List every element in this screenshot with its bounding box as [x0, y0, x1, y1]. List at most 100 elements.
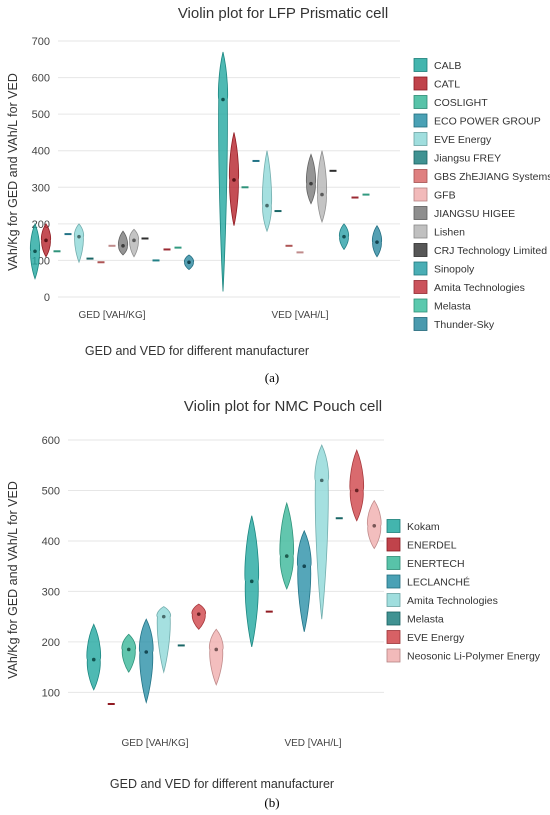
violin-neosonic-li-polymer-energy-ged [208, 628, 224, 686]
violin-median [121, 244, 125, 248]
legend-label-sinopoly: Sinopoly [434, 264, 475, 276]
violin-jiangsu-higee-ged [117, 230, 129, 256]
grid-b [68, 439, 384, 693]
legend-label-calb: CALB [434, 60, 461, 72]
legend-label-jiangsu-frey: Jiangsu FREY [434, 153, 501, 165]
legend-label-crj-technology-limited: CRJ Technology Limited [434, 245, 547, 257]
legend-swatch-leclanche [386, 574, 401, 589]
legend-swatch-melasta [386, 611, 401, 626]
legend-swatch-sinopoly [413, 261, 428, 276]
legend-swatch-melasta [413, 298, 428, 313]
violin-median [221, 97, 225, 102]
chart-title-a: Violin plot for LFP Prismatic cell [178, 5, 388, 22]
legend-label-neosonic-li-polymer-energy: Neosonic Li-Polymer Energy [407, 651, 541, 663]
legend-swatch-neosonic-li-polymer-energy [386, 648, 401, 663]
legend-swatch-gfb [413, 187, 428, 202]
violin-kokam-ged [86, 623, 102, 691]
violin-median [33, 249, 37, 254]
y-tick-label: 300 [42, 586, 60, 598]
violin-median [214, 647, 219, 652]
violins-b [86, 444, 382, 705]
x-tick-label: VED [VAH/L] [284, 738, 341, 749]
y-tick-label: 200 [42, 637, 60, 649]
legend-label-gbs-zhejiang-systems: GBS ZhEJIANG Systems [434, 171, 550, 183]
legend-swatch-enertech [386, 556, 401, 570]
y-tick-label: 100 [42, 687, 60, 699]
y-tick-label: 600 [42, 435, 60, 447]
violin-median [354, 488, 359, 493]
violin-median [309, 181, 313, 186]
y-tick-label: 600 [32, 73, 50, 85]
legend-b: Kokam ENERDEL ENERTECH LECLANCHÉ Amita Techn… [386, 519, 541, 663]
legend-swatch-eco-power-group [413, 113, 428, 128]
violin-amita-technologies-ved [314, 444, 330, 620]
violin-leclanche-ged [138, 618, 154, 704]
legend-label-catl: CATL [434, 79, 460, 91]
violin-median [91, 657, 96, 662]
violin-median [126, 647, 131, 652]
violin-median [249, 579, 254, 584]
legend-swatch-gbs-zhejiang-systems [413, 169, 428, 183]
x-axis-label-a: GED and VED for different manufacturer [85, 344, 309, 358]
y-tick-label: 400 [42, 536, 60, 548]
violin-median [187, 260, 191, 265]
violin-median [77, 234, 81, 239]
violin-calb-ved [217, 51, 229, 292]
violin-median [320, 192, 324, 197]
violin-eve-energy-ged [73, 223, 85, 264]
legend-label-thunder-sky: Thunder-Sky [434, 319, 495, 331]
legend-label-enerdel: ENERDEL [407, 540, 457, 552]
legend-label-coslight: COSLIGHT [434, 97, 488, 109]
violin-median [372, 524, 377, 528]
legend-label-jiangsu-higee: JIANGSU HIGEE [434, 208, 515, 220]
x-ticks-b: GED [VAH/KG] VED [VAH/L] [121, 738, 341, 749]
violin-median [302, 564, 307, 568]
violin-leclanche-ved [296, 529, 312, 632]
x-tick-label: GED [VAH/KG] [78, 310, 145, 321]
legend-swatch-enerdel [386, 537, 401, 552]
legend-label-lishen: Lishen [434, 227, 465, 239]
grid-a [58, 40, 400, 298]
violin-median [196, 612, 201, 616]
violin-median [232, 178, 236, 182]
violin-median [319, 478, 324, 483]
legend-swatch-amita-technologies [413, 280, 428, 294]
legend-swatch-catl [413, 76, 428, 91]
y-axis-label-a: VAh/Kg for GED and VAh/L for VED [6, 73, 20, 271]
legend-swatch-lishen [413, 224, 428, 239]
legend-label-kokam: Kokam [407, 521, 440, 533]
violin-eve-energy-ved [261, 150, 273, 233]
legend-swatch-calb [413, 58, 428, 72]
violin-amita-technologies-ged [156, 606, 172, 674]
legend-swatch-eve-energy [413, 132, 428, 146]
legend-swatch-crj-technology-limited [413, 243, 428, 257]
legend-swatch-jiangsu-higee [413, 206, 428, 220]
violin-median [132, 238, 136, 243]
y-axis-label-b: VAh/Kg for GED and VAh/L for VED [6, 481, 20, 679]
y-tick-label: 700 [32, 36, 50, 48]
legend-label-enertech: ENERTECH [407, 558, 465, 570]
panel-b: Violin plot for NMC Pouch cell VAh/Kg fo… [6, 398, 541, 810]
legend-swatch-jiangsu-frey [413, 150, 428, 165]
violin-enertech-ved [279, 501, 295, 590]
violin-median [144, 650, 149, 654]
violin-eve-energy-ged [191, 603, 207, 630]
x-tick-label: VED [VAH/L] [271, 310, 328, 321]
panel-a: Violin plot for LFP Prismatic cell VAh/K… [6, 5, 550, 385]
x-tick-label: GED [VAH/KG] [121, 738, 188, 749]
panel-label-b: (b) [264, 795, 279, 810]
legend-label-eve-energy: EVE Energy [407, 632, 465, 644]
violin-median [265, 203, 269, 208]
legend-label-amita-technologies: Amita Technologies [434, 282, 525, 294]
legend-label-melasta: Melasta [434, 301, 471, 313]
violin-lishen-ved [316, 150, 328, 224]
chart-title-b: Violin plot for NMC Pouch cell [184, 398, 382, 415]
legend-label-eco-power-group: ECO POWER GROUP [434, 116, 541, 128]
violin-eve-energy-ved [349, 449, 365, 522]
x-axis-label-b: GED and VED for different manufacturer [110, 777, 334, 791]
y-ticks-b: 100 200 300 400 500 600 [42, 435, 60, 699]
y-tick-label: 0 [44, 292, 50, 304]
legend-label-amita-technologies: Amita Technologies [407, 595, 498, 607]
